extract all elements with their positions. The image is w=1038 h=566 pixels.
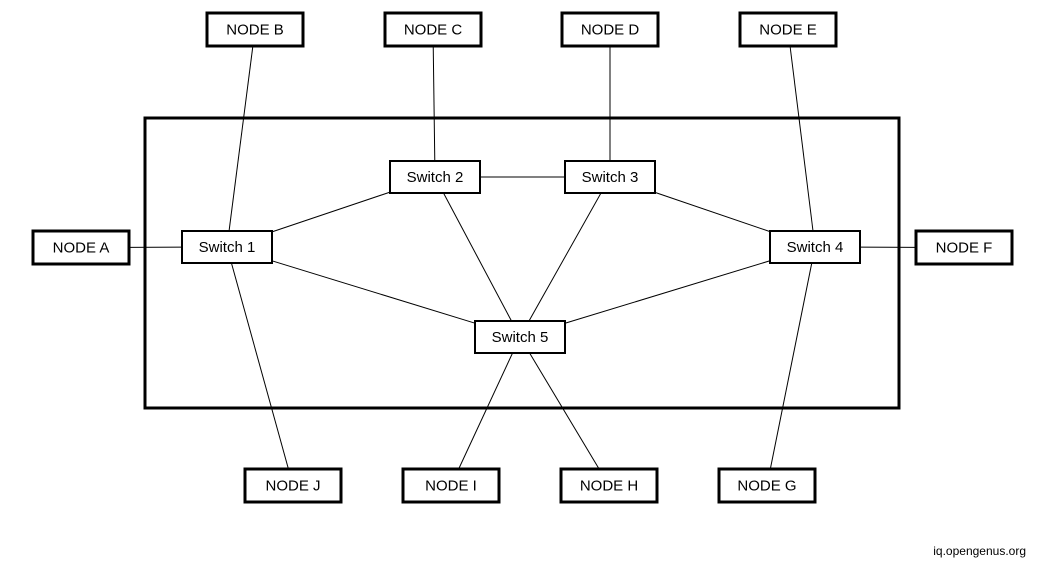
switch-S3: Switch 3 — [565, 161, 655, 193]
switch-label: Switch 1 — [199, 239, 256, 256]
edge-S3-S5 — [529, 193, 601, 321]
switch-label: Switch 2 — [407, 169, 464, 186]
switch-S1: Switch 1 — [182, 231, 272, 263]
edge-J-S1 — [231, 263, 288, 469]
node-J: NODE J — [245, 469, 341, 502]
node-label: NODE A — [53, 239, 110, 256]
switch-S4: Switch 4 — [770, 231, 860, 263]
node-label: NODE B — [226, 21, 284, 38]
switch-label: Switch 3 — [582, 169, 639, 186]
edge-C-S2 — [433, 46, 435, 161]
node-label: NODE F — [936, 239, 993, 256]
node-label: NODE H — [580, 477, 638, 494]
node-label: NODE I — [425, 477, 477, 494]
node-B: NODE B — [207, 13, 303, 46]
edge-G-S4 — [770, 263, 811, 469]
edge-S1-S2 — [272, 192, 390, 232]
edge-S3-S4 — [655, 192, 770, 231]
switch-S2: Switch 2 — [390, 161, 480, 193]
node-label: NODE D — [581, 21, 640, 38]
edge-E-S4 — [790, 46, 813, 231]
node-I: NODE I — [403, 469, 499, 502]
edge-B-S1 — [229, 46, 253, 231]
node-A: NODE A — [33, 231, 129, 264]
node-label: NODE G — [737, 477, 796, 494]
edge-S2-S5 — [444, 193, 512, 321]
node-C: NODE C — [385, 13, 481, 46]
node-E: NODE E — [740, 13, 836, 46]
switch-label: Switch 4 — [787, 239, 844, 256]
node-H: NODE H — [561, 469, 657, 502]
edge-S1-S5 — [272, 261, 475, 323]
node-G: NODE G — [719, 469, 815, 502]
edge-S4-S5 — [565, 261, 770, 324]
node-label: NODE C — [404, 21, 463, 38]
network-diagram: Switch 1 Switch 2 Switch 3 Switch 4 Switch 5… — [0, 0, 1038, 566]
edge-H-S5 — [530, 353, 600, 469]
node-F: NODE F — [916, 231, 1012, 264]
node-label: NODE E — [759, 21, 817, 38]
node-label: NODE J — [265, 477, 320, 494]
switch-label: Switch 5 — [492, 329, 549, 346]
switch-S5: Switch 5 — [475, 321, 565, 353]
node-D: NODE D — [562, 13, 658, 46]
watermark-text: iq.opengenus.org — [933, 544, 1026, 558]
edge-I-S5 — [459, 353, 513, 469]
